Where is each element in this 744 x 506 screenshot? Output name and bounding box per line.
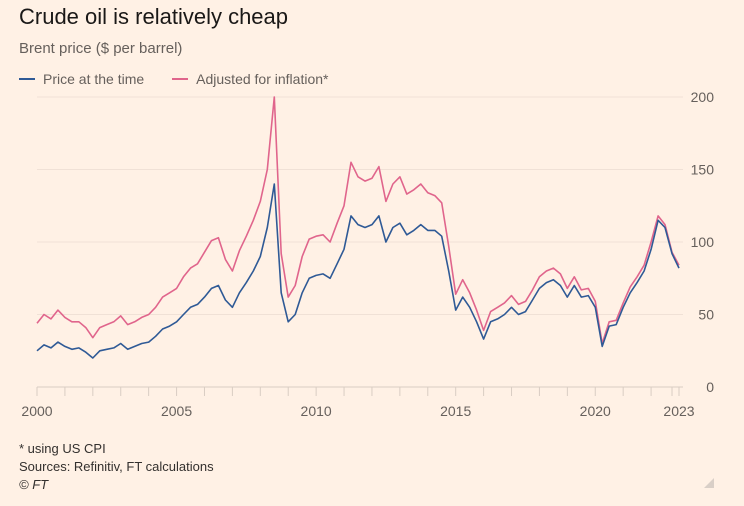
y-tick-label: 100 [691, 234, 715, 250]
y-tick-label: 150 [691, 162, 715, 178]
series-line-price [36, 183, 680, 359]
legend-label-price: Price at the time [43, 71, 145, 87]
x-tick-label: 2005 [161, 403, 192, 419]
legend-item-inflation: Adjusted for inflation* [172, 71, 328, 87]
y-tick-label: 0 [706, 379, 714, 395]
legend-swatch-inflation [172, 78, 189, 80]
series-line-inflation-adjusted [36, 96, 680, 345]
y-tick-label: 50 [698, 307, 714, 323]
x-tick-label: 2020 [580, 403, 611, 419]
y-tick-label: 200 [691, 89, 715, 105]
footnote: * using US CPI [19, 441, 106, 456]
x-tick-label: 2000 [21, 403, 52, 419]
legend-label-inflation: Adjusted for inflation* [196, 71, 329, 87]
legend-item-price: Price at the time [19, 71, 144, 87]
x-tick-label: 2015 [440, 403, 471, 419]
x-tick-label: 2010 [301, 403, 332, 419]
chart-plot: 0 50 100 150 200 2000 2005 2010 2015 2020 2023 [21, 89, 715, 419]
copyright: © FT [19, 477, 49, 492]
resize-handle-icon[interactable] [704, 478, 714, 488]
sources: Sources: Refinitiv, FT calculations [19, 459, 214, 474]
x-tick-label: 2023 [663, 403, 694, 419]
legend: Price at the time Adjusted for inflation… [19, 71, 356, 87]
chart-title: Crude oil is relatively cheap [19, 4, 289, 29]
chart-subtitle: Brent price ($ per barrel) [19, 40, 183, 57]
legend-swatch-price [19, 78, 35, 80]
